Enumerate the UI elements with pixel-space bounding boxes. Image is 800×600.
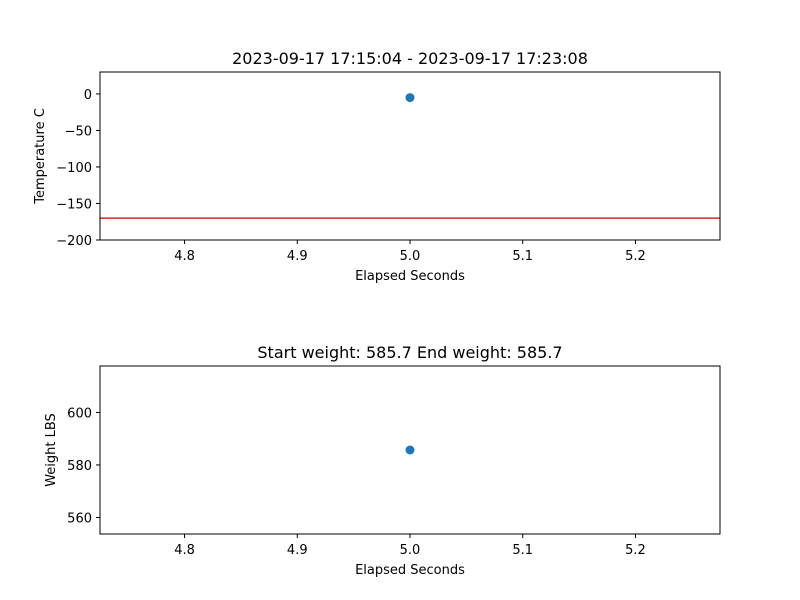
weight-data-point — [405, 445, 415, 455]
weight-panel: Start weight: 585.7 End weight: 585.7 4.… — [44, 343, 721, 578]
temperature-plot-area — [99, 71, 721, 241]
temperature-chart-title: 2023-09-17 17:15:04 - 2023-09-17 17:23:0… — [232, 49, 588, 68]
weight-plot-area — [99, 365, 721, 535]
temperature-y-tick-label: −200 — [56, 234, 92, 249]
temperature-x-tick-label: 5.2 — [625, 249, 646, 264]
weight-y-tick-label: 580 — [67, 459, 92, 474]
weight-x-tick-label: 4.8 — [174, 543, 195, 558]
temperature-y-tick-label: −100 — [56, 161, 92, 176]
weight-x-tick-label: 5.1 — [512, 543, 533, 558]
weight-y-tick-label: 560 — [67, 511, 92, 526]
temperature-y-tick-label: −50 — [65, 124, 92, 139]
temperature-data-point — [405, 93, 415, 103]
temperature-x-axis-label: Elapsed Seconds — [355, 269, 465, 284]
temperature-y-tick-label: 0 — [84, 88, 92, 103]
weight-x-tick-label: 4.9 — [287, 543, 308, 558]
temperature-y-tick-label: −150 — [56, 197, 92, 212]
weight-x-tick-label: 5.0 — [400, 543, 421, 558]
weight-y-tick-label: 600 — [67, 406, 92, 421]
weight-chart-title: Start weight: 585.7 End weight: 585.7 — [257, 343, 562, 362]
temperature-panel: 2023-09-17 17:15:04 - 2023-09-17 17:23:0… — [33, 49, 721, 284]
temperature-ticks: 4.8 4.9 5.0 5.1 5.2 0 −50 −100 −150 −200 — [56, 88, 646, 264]
weight-y-axis-label: Weight LBS — [44, 413, 59, 487]
temperature-y-axis-label: Temperature C — [33, 108, 48, 205]
temperature-x-tick-label: 4.9 — [287, 249, 308, 264]
weight-points — [405, 445, 415, 455]
weight-x-tick-label: 5.2 — [625, 543, 646, 558]
temperature-x-tick-label: 5.0 — [400, 249, 421, 264]
temperature-points — [405, 93, 415, 103]
temperature-x-tick-label: 5.1 — [512, 249, 533, 264]
weight-ticks: 4.8 4.9 5.0 5.1 5.2 600 580 560 — [67, 406, 646, 558]
weight-x-axis-label: Elapsed Seconds — [355, 563, 465, 578]
temperature-x-tick-label: 4.8 — [174, 249, 195, 264]
